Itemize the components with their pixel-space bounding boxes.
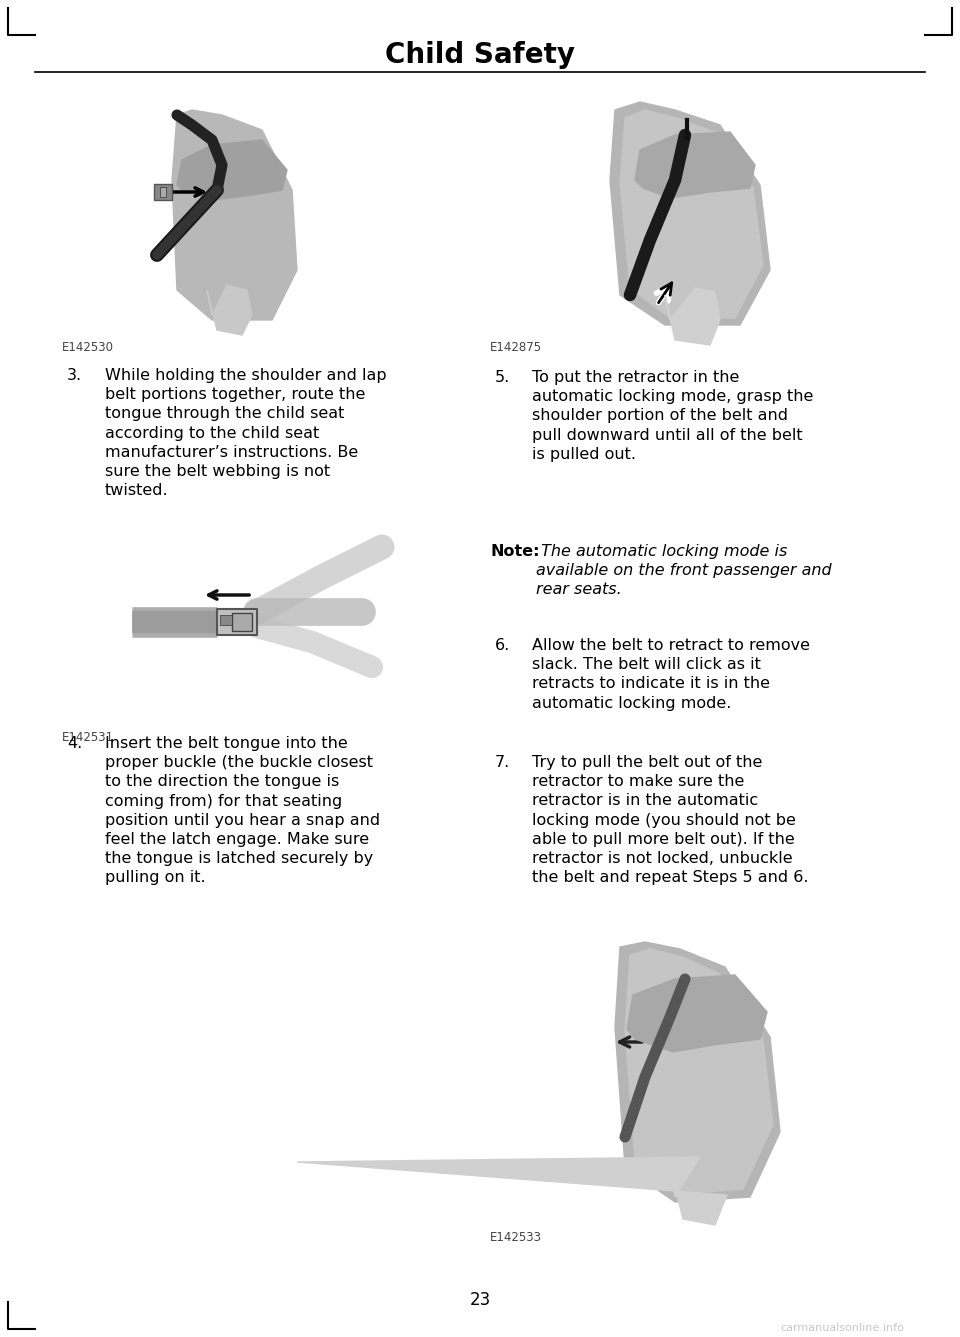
Text: Child Safety: Child Safety	[385, 41, 575, 70]
Polygon shape	[610, 102, 770, 325]
Polygon shape	[665, 287, 720, 345]
Text: While holding the shoulder and lap
belt portions together, route the
tongue thro: While holding the shoulder and lap belt …	[105, 368, 387, 499]
Bar	[217, 608, 257, 635]
Text: E142531: E142531	[62, 731, 114, 743]
Polygon shape	[207, 285, 252, 336]
Text: 7.: 7.	[495, 755, 511, 770]
Text: 5.: 5.	[495, 370, 511, 385]
Bar	[232, 612, 252, 631]
Bar	[154, 185, 172, 201]
Text: To put the retractor in the
automatic locking mode, grasp the
shoulder portion o: To put the retractor in the automatic lo…	[532, 370, 813, 461]
Text: The automatic locking mode is
available on the front passenger and
rear seats.: The automatic locking mode is available …	[536, 544, 831, 598]
Polygon shape	[172, 110, 297, 320]
Text: 3.: 3.	[67, 368, 83, 382]
Polygon shape	[620, 110, 763, 318]
Text: Insert the belt tongue into the
proper buckle (the buckle closest
to the directi: Insert the belt tongue into the proper b…	[105, 735, 380, 885]
Polygon shape	[615, 943, 780, 1202]
Text: E142530: E142530	[62, 341, 114, 354]
Bar	[160, 187, 166, 197]
Polygon shape	[635, 132, 755, 198]
Text: E142875: E142875	[490, 341, 542, 354]
Text: Note:: Note:	[490, 544, 540, 559]
Polygon shape	[625, 949, 773, 1194]
Text: 6.: 6.	[495, 638, 511, 652]
Bar	[220, 615, 232, 624]
Text: 23: 23	[469, 1292, 491, 1309]
Text: Allow the belt to retract to remove
slack. The belt will click as it
retracts to: Allow the belt to retract to remove slac…	[532, 638, 810, 710]
Text: E142533: E142533	[490, 1231, 542, 1243]
Text: 4.: 4.	[67, 735, 83, 751]
Text: carmanualsonline.info: carmanualsonline.info	[780, 1324, 904, 1333]
Polygon shape	[297, 1157, 727, 1225]
Text: Try to pull the belt out of the
retractor to make sure the
retractor is in the a: Try to pull the belt out of the retracto…	[532, 755, 808, 885]
Polygon shape	[627, 975, 767, 1052]
Polygon shape	[177, 140, 287, 201]
